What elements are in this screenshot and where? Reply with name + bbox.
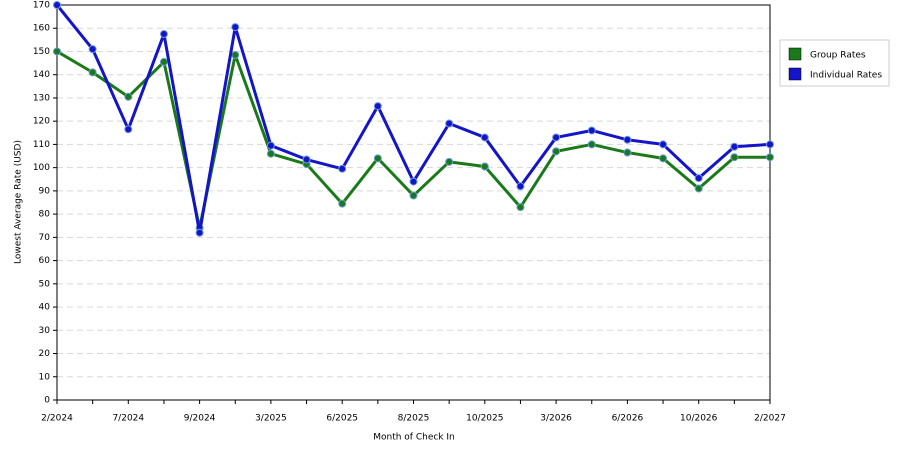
- x-tick-label: 3/2026: [540, 414, 572, 424]
- data-point: [623, 148, 632, 157]
- data-point: [480, 162, 489, 171]
- data-point: [88, 68, 97, 77]
- y-tick-label: 40: [39, 303, 51, 313]
- data-point: [694, 174, 703, 183]
- data-point: [266, 141, 275, 150]
- data-point: [53, 47, 61, 56]
- data-point: [730, 142, 739, 151]
- legend-swatch: [788, 47, 802, 61]
- y-tick-label: 90: [39, 186, 51, 196]
- data-point: [53, 1, 61, 9]
- data-point: [480, 133, 489, 142]
- data-point: [516, 203, 525, 212]
- data-point: [587, 140, 596, 149]
- data-point: [409, 191, 418, 200]
- data-point: [231, 23, 240, 32]
- y-tick-label: 70: [39, 233, 51, 243]
- y-tick-label: 100: [33, 163, 50, 173]
- data-point: [231, 50, 240, 59]
- y-tick-label: 0: [44, 396, 50, 406]
- y-tick-label: 150: [33, 47, 50, 57]
- x-tick-label: 2/2027: [754, 414, 786, 424]
- y-tick-label: 80: [39, 210, 51, 220]
- y-tick-label: 160: [33, 24, 50, 34]
- y-tick-label: 130: [33, 93, 50, 103]
- data-point: [694, 184, 703, 193]
- x-tick-label: 8/2025: [398, 414, 430, 424]
- y-tick-label: 60: [39, 256, 51, 266]
- y-tick-label: 170: [33, 1, 50, 11]
- y-tick-label: 30: [39, 326, 51, 336]
- y-tick-label: 110: [33, 140, 50, 150]
- data-point: [552, 147, 561, 156]
- x-tick-label: 10/2025: [466, 414, 503, 424]
- data-point: [159, 30, 168, 39]
- y-axis-label: Lowest Average Rate (USD): [14, 140, 24, 264]
- data-point: [88, 45, 97, 54]
- x-tick-label: 6/2026: [612, 414, 644, 424]
- x-tick-label: 2/2024: [41, 414, 73, 424]
- data-point: [516, 182, 525, 191]
- legend-swatch: [788, 67, 802, 81]
- data-point: [266, 149, 275, 158]
- data-point: [409, 177, 418, 186]
- data-point: [124, 125, 133, 134]
- x-tick-label: 3/2025: [255, 414, 287, 424]
- data-point: [445, 119, 454, 128]
- data-point: [159, 57, 168, 66]
- x-tick-label: 10/2026: [680, 414, 718, 424]
- data-point: [766, 153, 774, 162]
- data-point: [338, 164, 347, 173]
- data-point: [445, 157, 454, 166]
- data-point: [766, 140, 774, 149]
- legend-label: Individual Rates: [810, 71, 882, 81]
- data-point: [302, 155, 311, 164]
- plot-area: [57, 5, 770, 400]
- x-tick-label: 7/2024: [112, 414, 144, 424]
- data-point: [338, 199, 347, 208]
- data-point: [623, 135, 632, 144]
- data-point: [587, 126, 596, 135]
- data-point: [373, 102, 382, 111]
- x-axis-label: Month of Check In: [373, 433, 455, 443]
- data-point: [552, 133, 561, 142]
- data-point: [659, 154, 668, 163]
- y-tick-label: 50: [39, 279, 51, 289]
- data-point: [373, 154, 382, 163]
- legend-label: Group Rates: [810, 51, 866, 61]
- x-tick-label: 9/2024: [184, 414, 216, 424]
- data-point: [730, 153, 739, 162]
- y-tick-label: 10: [39, 372, 51, 382]
- y-tick-label: 140: [33, 70, 50, 80]
- data-point: [659, 140, 668, 149]
- data-point: [195, 228, 204, 237]
- data-point: [124, 92, 133, 101]
- x-tick-label: 6/2025: [326, 414, 358, 424]
- y-tick-label: 20: [39, 349, 51, 359]
- y-tick-label: 120: [33, 117, 50, 127]
